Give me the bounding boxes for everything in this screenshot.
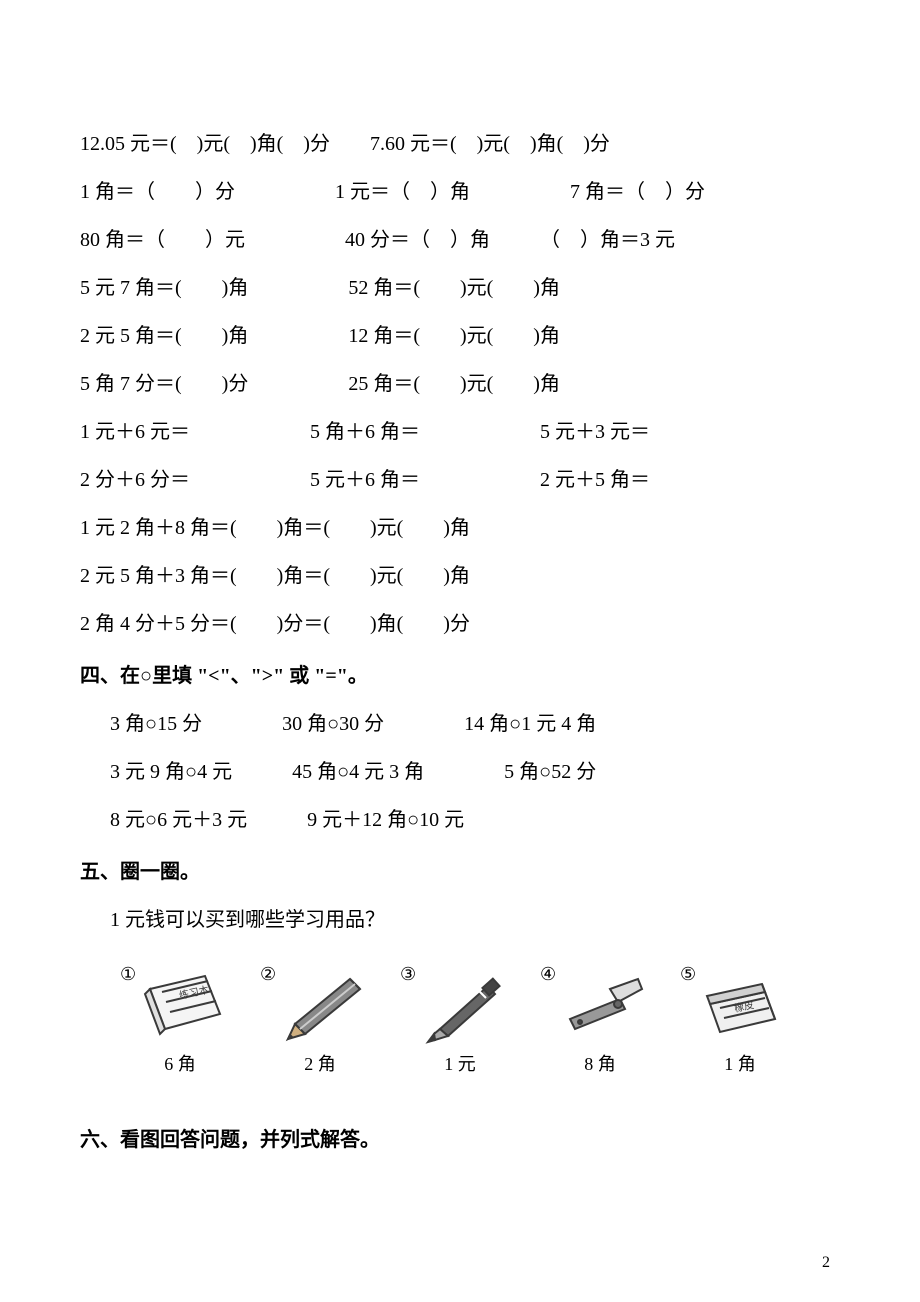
notebook-icon: 练习本 <box>120 964 240 1044</box>
s4-row-2: 3 元 9 角○4 元 45 角○4 元 3 角 5 角○52 分 <box>80 748 840 796</box>
s4-row-1: 3 角○15 分 30 角○30 分 14 角○1 元 4 角 <box>80 700 840 748</box>
item-3-number: ③ <box>400 964 416 985</box>
section-5-title: 五、圈一圈。 <box>80 848 840 896</box>
q-line-10: 2 元 5 角＋3 角＝( )角＝( )元( )角 <box>80 552 840 600</box>
item-1-notebook: ① 练习本 6 角 <box>110 964 250 1076</box>
section-4-title: 四、在○里填 "<"、">" 或 "="。 <box>80 652 840 700</box>
item-5-eraser: ⑤ 橡皮 1 角 <box>670 964 810 1076</box>
item-1-price: 6 角 <box>164 1050 196 1076</box>
q-line-6: 5 角 7 分＝( )分 25 角＝( )元( )角 <box>80 360 840 408</box>
item-1-number: ① <box>120 964 136 985</box>
pencil-icon <box>260 964 380 1044</box>
q-line-2: 1 角＝（ ）分 1 元＝（ ）角 7 角＝（ ）分 <box>80 168 840 216</box>
q-line-7: 1 元＋6 元＝ 5 角＋6 角＝ 5 元＋3 元＝ <box>80 408 840 456</box>
q-line-11: 2 角 4 分＋5 分＝( )分＝( )角( )分 <box>80 600 840 648</box>
eraser-icon: 橡皮 <box>680 964 800 1044</box>
item-5-price: 1 角 <box>724 1050 756 1076</box>
s4-row-3: 8 元○6 元＋3 元 9 元＋12 角○10 元 <box>80 796 840 844</box>
item-4-number: ④ <box>540 964 556 985</box>
item-2-pencil: ② 2 角 <box>250 964 390 1076</box>
section-6-title: 六、看图回答问题，并列式解答。 <box>80 1116 840 1164</box>
q-line-1: 12.05 元＝( )元( )角( )分 7.60 元＝( )元( )角( )分 <box>80 120 840 168</box>
q-line-4: 5 元 7 角＝( )角 52 角＝( )元( )角 <box>80 264 840 312</box>
item-2-price: 2 角 <box>304 1050 336 1076</box>
item-3-pen: ③ 1 元 <box>390 964 530 1076</box>
page-number: 2 <box>822 1254 830 1272</box>
q-line-3: 80 角＝（ ）元 40 分＝（ ）角 （ ）角＝3 元 <box>80 216 840 264</box>
q-line-5: 2 元 5 角＝( )角 12 角＝( )元( )角 <box>80 312 840 360</box>
q-line-9: 1 元 2 角＋8 角＝( )角＝( )元( )角 <box>80 504 840 552</box>
s5-question: 1 元钱可以买到哪些学习用品？ <box>80 896 840 944</box>
knife-icon <box>540 964 660 1044</box>
item-2-number: ② <box>260 964 276 985</box>
item-4-price: 8 角 <box>584 1050 616 1076</box>
item-4-knife: ④ 8 角 <box>530 964 670 1076</box>
pen-icon <box>400 964 520 1044</box>
item-5-number: ⑤ <box>680 964 696 985</box>
item-3-price: 1 元 <box>444 1050 476 1076</box>
item-row: ① 练习本 6 角 ② <box>80 954 840 1086</box>
q-line-8: 2 分＋6 分＝ 5 元＋6 角＝ 2 元＋5 角＝ <box>80 456 840 504</box>
